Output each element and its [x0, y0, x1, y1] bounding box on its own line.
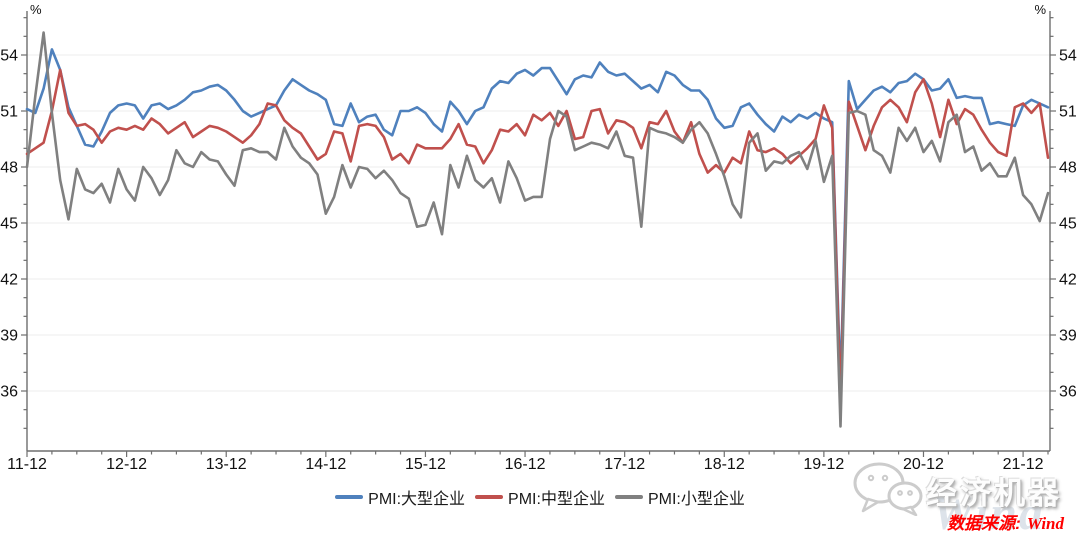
legend-label-medium: PMI:中型企业	[508, 491, 605, 508]
svg-text:45: 45	[0, 216, 18, 233]
svg-text:48: 48	[0, 160, 18, 177]
svg-text:21-12: 21-12	[1003, 456, 1044, 473]
legend-item-small-pmi: PMI:小型企业	[614, 485, 745, 509]
svg-text:36: 36	[0, 384, 18, 401]
svg-text:39: 39	[1059, 328, 1077, 345]
svg-text:16-12: 16-12	[505, 456, 546, 473]
svg-text:14-12: 14-12	[305, 456, 346, 473]
data-source-label: 数据来源:	[947, 514, 1021, 533]
svg-text:45: 45	[1059, 216, 1077, 233]
svg-text:42: 42	[1059, 272, 1077, 289]
svg-text:%: %	[1034, 2, 1046, 17]
data-source-name: Wind	[1026, 514, 1064, 533]
svg-text:19-12: 19-12	[803, 456, 844, 473]
legend-item-medium-pmi: PMI:中型企业	[475, 485, 605, 509]
data-source-note: 数据来源: Wind	[947, 509, 1064, 533]
svg-text:54: 54	[0, 48, 18, 65]
svg-text:48: 48	[1059, 160, 1077, 177]
svg-text:18-12: 18-12	[704, 456, 745, 473]
legend-swatch-small	[614, 495, 643, 499]
chart-legend: PMI:大型企业 PMI:中型企业 PMI:小型企业	[0, 485, 1080, 509]
legend-swatch-medium	[475, 495, 504, 499]
svg-text:20-12: 20-12	[903, 456, 944, 473]
svg-text:%: %	[30, 2, 42, 17]
svg-text:17-12: 17-12	[604, 456, 645, 473]
svg-text:54: 54	[1059, 48, 1077, 65]
svg-text:13-12: 13-12	[206, 456, 247, 473]
legend-swatch-large	[335, 495, 364, 499]
svg-text:51: 51	[1059, 104, 1077, 121]
svg-text:15-12: 15-12	[405, 456, 446, 473]
svg-text:12-12: 12-12	[106, 456, 147, 473]
legend-item-large-pmi: PMI:大型企业	[335, 485, 465, 509]
svg-text:51: 51	[0, 104, 18, 121]
svg-text:36: 36	[1059, 384, 1077, 401]
svg-text:42: 42	[0, 272, 18, 289]
svg-text:11-12: 11-12	[7, 456, 47, 473]
svg-text:39: 39	[0, 328, 18, 345]
legend-label-large: PMI:大型企业	[368, 491, 466, 508]
legend-label-small: PMI:小型企业	[647, 491, 745, 508]
